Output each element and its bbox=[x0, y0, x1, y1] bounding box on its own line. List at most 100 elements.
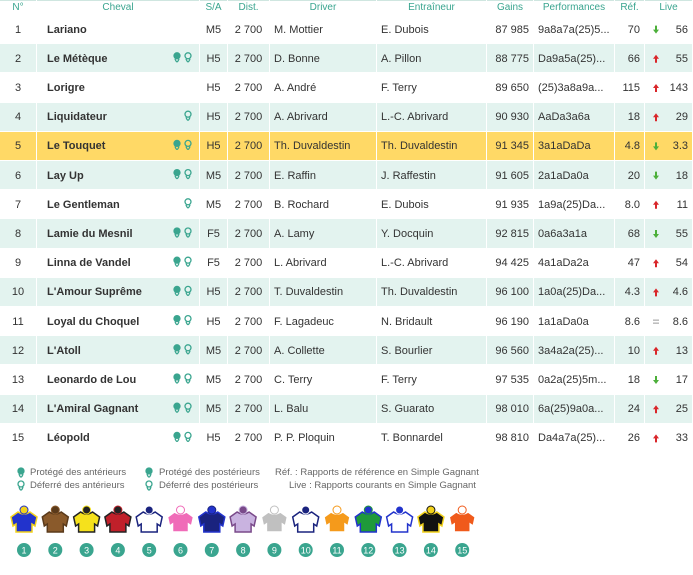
cell: Lay Up bbox=[37, 161, 200, 191]
cell: 6 bbox=[0, 161, 37, 191]
cell: 18 bbox=[615, 365, 645, 395]
column-header: Réf. bbox=[615, 0, 645, 15]
cell: L'Atoll bbox=[37, 336, 200, 366]
cell: 2 700 bbox=[228, 219, 270, 249]
cell: L.-C. Abrivard bbox=[377, 248, 487, 278]
jersey-number-badge bbox=[79, 543, 94, 557]
column-header: Entraîneur bbox=[377, 0, 487, 15]
cell: 92 815 bbox=[487, 219, 534, 249]
cell: S. Guarato bbox=[377, 394, 487, 424]
cell: L. Balu bbox=[270, 394, 377, 424]
cell: T. Duvaldestin bbox=[270, 277, 377, 307]
cell: 9a8a7a(25)5... bbox=[534, 15, 615, 45]
legend-text: Déferré des postérieurs bbox=[159, 480, 259, 491]
shoe-icon bbox=[145, 467, 153, 475]
cell: 33 bbox=[645, 423, 693, 453]
cell: 66 bbox=[615, 44, 645, 74]
cell: 9 bbox=[0, 248, 37, 278]
jersey-cap bbox=[238, 505, 248, 515]
table-row bbox=[0, 190, 693, 220]
cell: F. Lagadeuc bbox=[270, 307, 377, 337]
cell: 0a6a3a1a bbox=[534, 219, 615, 249]
cell: 4 bbox=[0, 102, 37, 132]
cell: M5 bbox=[200, 161, 228, 191]
table-row bbox=[0, 102, 693, 132]
jersey-number: 13 bbox=[395, 546, 405, 556]
cell: Da4a7a(25)... bbox=[534, 423, 615, 453]
jersey-number-badge bbox=[455, 543, 470, 557]
column-header: Driver bbox=[270, 0, 377, 15]
cell: F5 bbox=[200, 248, 228, 278]
cell: 4a1aDa2a bbox=[534, 248, 615, 278]
cell: 2 700 bbox=[228, 161, 270, 191]
table-row bbox=[0, 423, 693, 453]
cell: 11 bbox=[0, 307, 37, 337]
cell: Lariano bbox=[37, 15, 200, 45]
race-table: N° Cheval S/A Dist. Driver Entraîneur Gains Per… bbox=[0, 0, 693, 491]
cell: 7 bbox=[0, 190, 37, 220]
legend-text: Protégé des postérieurs bbox=[159, 467, 260, 478]
jersey bbox=[260, 511, 289, 533]
table-row bbox=[0, 219, 693, 249]
cell: 89 650 bbox=[487, 73, 534, 103]
cell: 2 700 bbox=[228, 102, 270, 132]
cell: 55 bbox=[645, 44, 693, 74]
cell: 26 bbox=[615, 423, 645, 453]
column-header: Gains bbox=[487, 0, 534, 15]
cell: 14 bbox=[0, 394, 37, 424]
cell: Le Gentleman bbox=[37, 190, 200, 220]
cell: 1a1aDa0a bbox=[534, 307, 615, 337]
jersey-cap bbox=[176, 505, 185, 515]
cell: Liquidateur bbox=[37, 102, 200, 132]
jersey-number: 15 bbox=[457, 546, 467, 556]
jersey-number: 5 bbox=[147, 546, 152, 556]
cell: 15 bbox=[0, 423, 37, 453]
cell: 20 bbox=[615, 161, 645, 191]
table-row bbox=[0, 44, 693, 74]
shoe-icon bbox=[18, 473, 24, 478]
jersey-number-badge bbox=[267, 543, 282, 557]
jersey-number-badge bbox=[17, 543, 31, 557]
cell: 4.3 bbox=[615, 277, 645, 307]
legend-text: Live : Rapports courants en Simple Gagna… bbox=[289, 480, 476, 491]
jersey bbox=[166, 511, 195, 533]
table-row bbox=[0, 336, 693, 366]
cell: L'Amour Suprême bbox=[37, 277, 200, 307]
cell: 3.3 bbox=[645, 131, 693, 161]
cell: E. Raffin bbox=[270, 161, 377, 191]
jersey-number-badge bbox=[423, 543, 438, 557]
cell: F5 bbox=[200, 219, 228, 249]
cell: M5 bbox=[200, 394, 228, 424]
jersey-number-badge bbox=[173, 543, 188, 557]
cell: 25 bbox=[645, 394, 693, 424]
cell: A. Lamy bbox=[270, 219, 377, 249]
jersey-cap bbox=[363, 505, 373, 515]
cell: 24 bbox=[615, 394, 645, 424]
column-header: Live bbox=[645, 0, 693, 15]
cell: M5 bbox=[200, 15, 228, 45]
column-header: Performances bbox=[534, 0, 615, 15]
cell: B. Rochard bbox=[270, 190, 377, 220]
cell: 3a4a2a(25)... bbox=[534, 336, 615, 366]
cell: F. Terry bbox=[377, 365, 487, 395]
cell: H5 bbox=[200, 44, 228, 74]
jersey-number-badge bbox=[48, 543, 63, 557]
jersey-number: 1 bbox=[21, 546, 26, 556]
cell: Th. Duvaldestin bbox=[377, 277, 487, 307]
cell: 2 700 bbox=[228, 131, 270, 161]
cell: T. Bonnardel bbox=[377, 423, 487, 453]
cell: 2 700 bbox=[228, 307, 270, 337]
cell: 2 700 bbox=[228, 394, 270, 424]
jersey bbox=[135, 511, 164, 533]
cell: 13 bbox=[0, 365, 37, 395]
cell: Le Touquet bbox=[37, 131, 200, 161]
jersey-cap bbox=[82, 505, 92, 515]
jersey-number-badge bbox=[204, 543, 219, 557]
cell: AaDa3a6a bbox=[534, 102, 615, 132]
cell: H5 bbox=[200, 277, 228, 307]
cell: S. Bourlier bbox=[377, 336, 487, 366]
jersey bbox=[104, 511, 132, 533]
column-header: Cheval bbox=[37, 0, 200, 15]
cell: H5 bbox=[200, 307, 228, 337]
cell: M. Mottier bbox=[270, 15, 377, 45]
